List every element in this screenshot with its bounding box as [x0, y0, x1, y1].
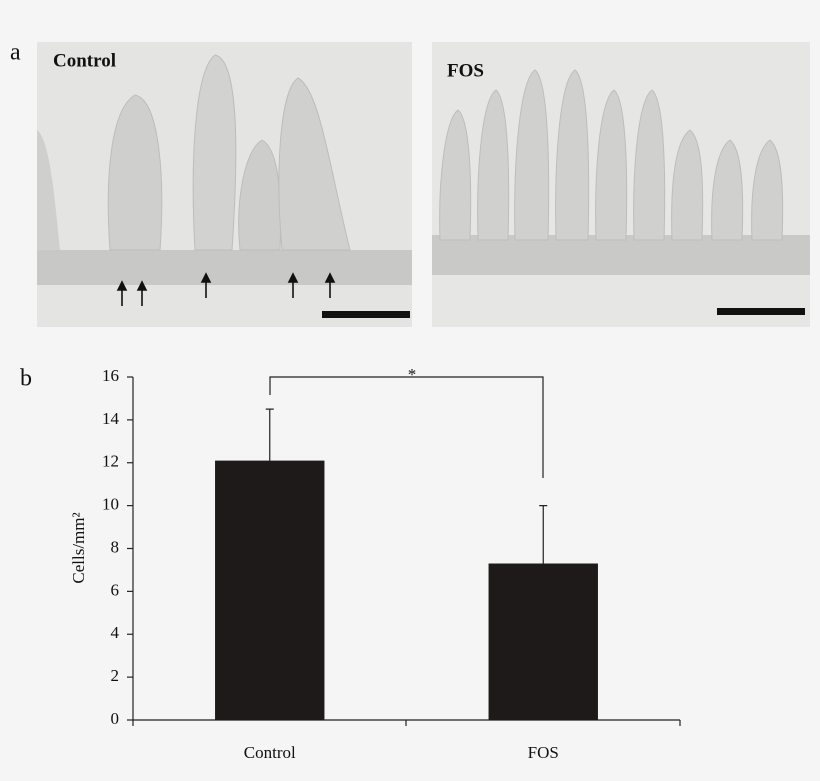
panel-label: a [10, 40, 21, 66]
y-tick-label: 10 [102, 495, 119, 514]
y-tick-label: 12 [102, 452, 119, 471]
x-tick-label: FOS [528, 743, 559, 762]
error-bar [539, 505, 548, 564]
y-tick-label: 4 [111, 623, 120, 642]
error-bar [265, 408, 274, 461]
significance-bracket [269, 376, 544, 478]
x-tick-label: Control [244, 743, 296, 762]
y-tick-label: 16 [102, 366, 119, 385]
y-tick-label: 8 [111, 537, 120, 556]
significance-label: * [408, 365, 417, 384]
micrograph: FOS [432, 42, 810, 327]
micrograph-label: Control [53, 50, 116, 71]
micrograph-label: FOS [447, 60, 484, 81]
y-tick-label: 2 [111, 666, 120, 685]
panel-label: b [20, 366, 32, 392]
x-tick-marks [132, 720, 681, 726]
y-tick-label: 6 [111, 580, 120, 599]
bar [488, 563, 598, 720]
y-axis-title: Cells/mm² [69, 512, 88, 583]
y-tick-label: 14 [102, 409, 120, 428]
micrograph: Control [37, 42, 412, 327]
y-tick-label: 0 [111, 709, 120, 728]
bar [215, 460, 325, 720]
